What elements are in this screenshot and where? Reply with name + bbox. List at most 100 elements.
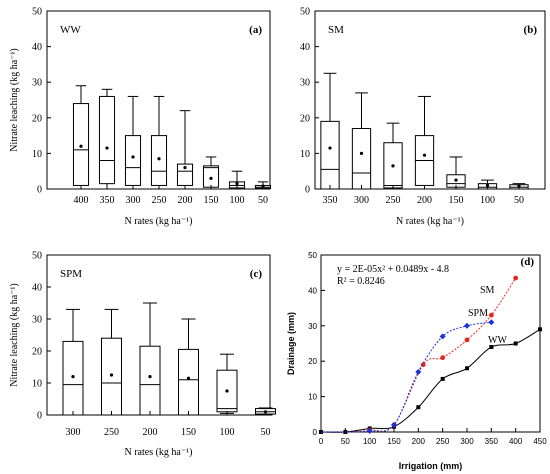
mean-point (328, 146, 332, 150)
x-tick-label: 400 (74, 195, 89, 206)
x-tick-label: 200 (417, 195, 432, 206)
y-tick-label: 20 (32, 347, 42, 358)
box-300: 300 (62, 308, 84, 438)
y-axis-label: Nitrate leaching (kg ha⁻¹) (9, 283, 20, 387)
y-tick-label: 50 (32, 7, 42, 18)
data-point (415, 368, 422, 375)
mean-point (157, 157, 161, 161)
box-350: 350 (98, 88, 116, 206)
data-point (366, 427, 373, 434)
box-350: 350 (320, 72, 340, 206)
mean-point (235, 182, 239, 186)
box-200: 200 (139, 302, 161, 438)
panel-a: 0 10 20 30 40 50 400 350 300 250 200 150 100 50 WW (a) N… (9, 7, 272, 227)
x-tick-label: 0 (319, 437, 324, 446)
x-tick-label: 300 (460, 437, 474, 446)
x-tick-label: 250 (104, 427, 119, 438)
y-tick-label: 10 (32, 379, 42, 390)
data-point (465, 366, 469, 371)
x-tick-label: 50 (514, 195, 524, 206)
mean-point (148, 375, 152, 379)
series-label: SPM (468, 308, 488, 319)
data-point (488, 319, 495, 326)
box-iqr (139, 345, 161, 416)
panel-label: (a) (249, 24, 262, 36)
series-label: WW (488, 335, 507, 346)
x-tick-label: 100 (220, 427, 235, 438)
box-50: 50 (255, 407, 276, 438)
y-tick-label: 10 (32, 149, 42, 160)
box-iqr (202, 165, 220, 188)
data-point (391, 421, 397, 428)
panel-label: (b) (524, 24, 538, 36)
data-point (513, 341, 518, 346)
box-250: 250 (150, 95, 168, 206)
series-line (320, 328, 541, 433)
mean-point (225, 389, 229, 393)
y-tick-label: 30 (308, 322, 317, 331)
mean-point (105, 146, 109, 150)
x-tick-label: 300 (126, 195, 141, 206)
panel-c: 0 10 20 30 40 50 300 250 200 150 100 50 SPM (c) N rate… (9, 251, 276, 458)
x-tick-label: 350 (323, 195, 338, 206)
y-tick-label: 0 (37, 411, 42, 422)
box-150: 150 (178, 318, 199, 438)
panel-b: 0 10 20 30 40 50 350 300 250 200 150 100 50 SM (b) N ra… (300, 7, 546, 227)
data-point (440, 376, 445, 381)
box-150: 150 (446, 156, 466, 206)
data-point (343, 430, 348, 434)
x-tick-label: 350 (100, 195, 115, 206)
x-tick-label: 300 (66, 427, 81, 438)
x-tick-label: 250 (436, 437, 450, 446)
box-250: 250 (101, 308, 122, 438)
box-200: 200 (176, 110, 194, 206)
x-tick-label: 200 (412, 437, 426, 446)
box-100: 100 (228, 170, 246, 206)
x-tick-label: 100 (363, 437, 377, 446)
x-tick-label: 150 (204, 195, 219, 206)
series-spm: SPM (320, 308, 495, 434)
x-tick-label: 50 (341, 437, 350, 446)
mean-point (454, 178, 458, 182)
box-300: 300 (351, 92, 372, 206)
x-tick-label: 400 (509, 437, 523, 446)
mean-point (131, 155, 135, 159)
x-tick-label: 250 (152, 195, 167, 206)
y-tick-label: 30 (32, 78, 42, 89)
box-150: 150 (202, 156, 220, 206)
data-point (489, 345, 494, 350)
mean-point (359, 151, 364, 155)
data-point (416, 405, 421, 410)
y-tick-label: 20 (32, 113, 42, 124)
box-400: 400 (72, 85, 90, 206)
y-tick-label: 30 (32, 315, 42, 326)
box-iqr (320, 120, 340, 190)
panel-title: WW (60, 24, 81, 36)
box-200: 200 (414, 95, 435, 206)
box-iqr (62, 340, 84, 416)
mean-point (71, 375, 75, 379)
x-tick-label: 150 (181, 427, 196, 438)
data-point (464, 337, 470, 343)
data-point (440, 355, 446, 361)
y-tick-label: 40 (300, 42, 310, 53)
panel-title: SPM (60, 268, 82, 280)
y-axis-label: Drainage (mm) (286, 312, 296, 375)
y-tick-label: 20 (308, 357, 317, 366)
data-point (488, 312, 494, 318)
x-tick-label: 50 (261, 427, 271, 438)
y-tick-label: 40 (308, 286, 317, 295)
data-point (464, 322, 470, 329)
x-tick-label: 150 (449, 195, 464, 206)
x-tick-label: 50 (258, 195, 268, 206)
data-point (439, 333, 446, 340)
y-tick-label: 50 (300, 7, 310, 18)
y-tick-label: 30 (300, 78, 310, 89)
box-iqr (72, 103, 90, 186)
x-axis-label: N rates (kg ha⁻¹) (125, 447, 193, 458)
x-tick-label: 100 (480, 195, 495, 206)
x-tick-label: 200 (143, 427, 158, 438)
mean-point (391, 164, 395, 168)
box-300: 300 (124, 95, 142, 206)
